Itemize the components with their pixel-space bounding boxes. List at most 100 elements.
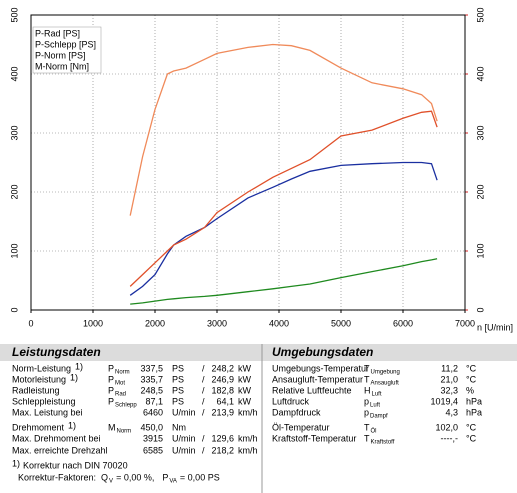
cell: U/min xyxy=(172,407,196,417)
cell: / xyxy=(202,433,205,443)
series-line xyxy=(129,110,438,287)
cell: 335,7 xyxy=(140,374,163,384)
cell: Max. erreichte Drehzahl xyxy=(12,445,108,455)
cell: kW xyxy=(238,374,252,384)
cell: T xyxy=(364,422,370,432)
cell: p xyxy=(364,396,369,406)
y-tick-label: 500 xyxy=(9,7,19,22)
cell: 21,0 xyxy=(440,374,458,384)
y-tick-label: 300 xyxy=(9,125,19,140)
cell: H xyxy=(364,385,371,395)
cell: 248,5 xyxy=(140,385,163,395)
cell: Radleistung xyxy=(12,385,60,395)
section-title: Umgebungsdaten xyxy=(272,345,373,359)
cell: PS xyxy=(172,396,184,406)
cell: Korrektur-Faktoren: xyxy=(18,472,96,482)
legend-label: P-Rad [PS] xyxy=(35,28,80,38)
cell: / xyxy=(202,363,205,373)
section-title: Leistungsdaten xyxy=(12,345,101,359)
cell: P xyxy=(162,472,168,482)
subscript: Rad xyxy=(115,392,126,398)
x-tick-label: 3000 xyxy=(207,318,227,328)
y-tick-label: 0 xyxy=(9,307,19,312)
cell: 64,1 xyxy=(216,396,234,406)
cell: P xyxy=(108,374,114,384)
footnote-ref: 1) xyxy=(68,420,76,430)
cell: U/min xyxy=(172,433,196,443)
cell: km/h xyxy=(238,433,258,443)
cell: ----,- xyxy=(441,433,459,443)
cell: P xyxy=(108,385,114,395)
cell: p xyxy=(364,407,369,417)
y2-tick-label: 400 xyxy=(475,66,485,81)
cell: Öl-Temperatur xyxy=(272,422,330,432)
x-tick-label: 4000 xyxy=(269,318,289,328)
cell: km/h xyxy=(238,445,258,455)
x-axis-label: n [U/min] xyxy=(477,322,513,332)
cell: P xyxy=(108,396,114,406)
cell: kW xyxy=(238,363,252,373)
cell: Drehmoment xyxy=(12,422,65,432)
y-tick-label: 400 xyxy=(9,66,19,81)
cell: 213,9 xyxy=(211,407,234,417)
x-tick-label: 0 xyxy=(28,318,33,328)
subscript: Dampf xyxy=(370,414,388,420)
cell: Ansaugluft-Temperatur xyxy=(272,374,363,384)
cell: hPa xyxy=(466,407,482,417)
cell: / xyxy=(202,385,205,395)
y2-tick-label: 300 xyxy=(475,125,485,140)
cell: 337,5 xyxy=(140,363,163,373)
table-header-bar xyxy=(0,344,517,361)
cell: °C xyxy=(466,363,477,373)
cell: Max. Drehmoment bei xyxy=(12,433,101,443)
cell: Dampfdruck xyxy=(272,407,321,417)
cell: 248,2 xyxy=(211,363,234,373)
subscript: Ansaugluft xyxy=(371,381,400,387)
subscript: Schlepp xyxy=(115,403,137,409)
cell: 182,8 xyxy=(211,385,234,395)
cell: 102,0 xyxy=(435,422,458,432)
cell: kW xyxy=(238,385,252,395)
x-tick-label: 7000 xyxy=(455,318,475,328)
legend-label: M-Norm [Nm] xyxy=(35,61,89,71)
cell: 4,3 xyxy=(445,407,458,417)
cell: T xyxy=(364,363,370,373)
cell: PS xyxy=(172,385,184,395)
plot-frame xyxy=(30,14,466,311)
cell: T xyxy=(364,374,370,384)
cell: °C xyxy=(466,433,477,443)
cell: 11,2 xyxy=(441,363,458,373)
footnote-ref: 1) xyxy=(70,372,78,382)
y2-tick-label: 200 xyxy=(475,184,485,199)
cell: 218,2 xyxy=(211,445,234,455)
cell: / xyxy=(202,396,205,406)
cell: P xyxy=(108,363,114,373)
subscript: Norm xyxy=(117,429,132,435)
series-line xyxy=(130,258,438,305)
legend-label: P-Schlepp [PS] xyxy=(35,39,96,49)
cell: Max. Leistung bei xyxy=(12,407,83,417)
cell: U/min xyxy=(172,445,196,455)
y2-tick-label: 0 xyxy=(475,307,485,312)
cell: km/h xyxy=(238,407,258,417)
y2-tick-label: 500 xyxy=(475,7,485,22)
cell: Relative Luftfeuchte xyxy=(272,385,352,395)
cell: Korrektur nach DIN 70020 xyxy=(23,460,128,470)
cell: 129,6 xyxy=(211,433,234,443)
cell: hPa xyxy=(466,396,482,406)
subscript: Mot xyxy=(115,381,125,387)
legend-box xyxy=(32,26,102,74)
cell: Norm-Leistung xyxy=(12,363,71,373)
cell: 6585 xyxy=(143,445,163,455)
subscript: Luft xyxy=(372,392,382,398)
cell: kW xyxy=(238,396,252,406)
y-tick-label: 100 xyxy=(9,243,19,258)
x-tick-label: 2000 xyxy=(145,318,165,328)
cell: Nm xyxy=(172,422,186,432)
cell: °C xyxy=(466,422,477,432)
subscript: V xyxy=(109,479,113,485)
cell: Luftdruck xyxy=(272,396,310,406)
subscript: VA xyxy=(169,479,177,485)
